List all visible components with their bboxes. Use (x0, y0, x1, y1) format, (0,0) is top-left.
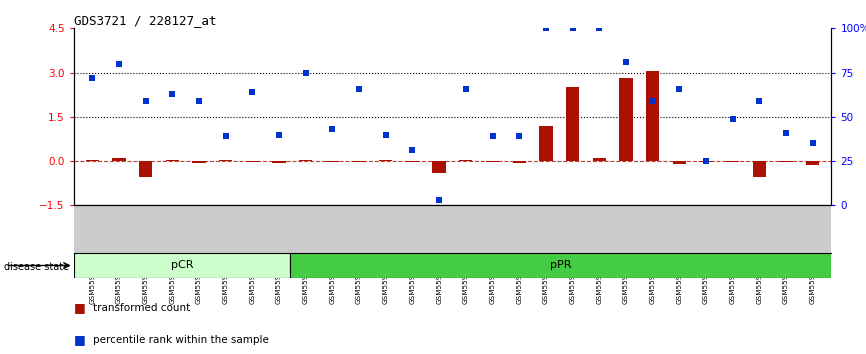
Point (432, 197, 446, 203)
Bar (592, 158, 606, 161)
Point (539, 25, 553, 31)
Bar (273, 161, 286, 163)
Bar (459, 160, 473, 161)
Bar (352, 161, 365, 162)
Bar (139, 161, 152, 177)
Bar (290, 253, 831, 278)
Point (726, 116, 740, 121)
Point (272, 132, 286, 137)
Bar (299, 160, 313, 161)
Text: ■: ■ (74, 302, 86, 314)
Bar (753, 161, 766, 177)
Bar (219, 160, 232, 161)
Point (672, 86, 686, 91)
Point (326, 126, 339, 132)
Point (219, 133, 233, 139)
Bar (565, 87, 579, 161)
Text: GDS3721 / 228127_at: GDS3721 / 228127_at (74, 14, 216, 27)
Point (646, 98, 660, 104)
Point (513, 133, 527, 139)
Bar (165, 160, 179, 161)
Point (486, 133, 500, 139)
Bar (806, 161, 819, 165)
Bar (74, 253, 290, 278)
Point (378, 132, 392, 137)
Point (405, 148, 419, 153)
Bar (699, 161, 713, 162)
Bar (432, 161, 446, 173)
Bar (726, 161, 740, 162)
Bar (486, 161, 499, 162)
Text: ■: ■ (74, 333, 86, 346)
Point (592, 25, 606, 31)
Point (165, 91, 179, 97)
Point (245, 89, 259, 95)
Point (699, 158, 713, 164)
Point (86, 75, 100, 81)
Point (192, 98, 206, 104)
Point (459, 86, 473, 91)
Bar (619, 79, 632, 161)
Bar (540, 126, 553, 161)
Point (352, 86, 366, 91)
Text: pCR: pCR (171, 261, 193, 270)
Point (619, 59, 633, 65)
Bar (86, 160, 99, 161)
Point (753, 98, 766, 104)
Point (779, 130, 793, 136)
Point (565, 25, 579, 31)
Bar (246, 161, 259, 162)
Bar (192, 161, 206, 162)
Bar (326, 161, 339, 162)
Point (139, 98, 152, 104)
Bar (113, 158, 126, 161)
Text: percentile rank within the sample: percentile rank within the sample (93, 335, 268, 345)
Point (299, 70, 313, 75)
Text: transformed count: transformed count (93, 303, 190, 313)
Bar (779, 161, 792, 162)
Bar (673, 161, 686, 164)
Text: disease state: disease state (4, 262, 69, 272)
Point (805, 141, 819, 146)
Bar (379, 160, 392, 161)
Text: pPR: pPR (550, 261, 572, 270)
Bar (513, 161, 526, 162)
Point (112, 61, 126, 67)
Bar (646, 71, 659, 161)
Bar (406, 161, 419, 162)
